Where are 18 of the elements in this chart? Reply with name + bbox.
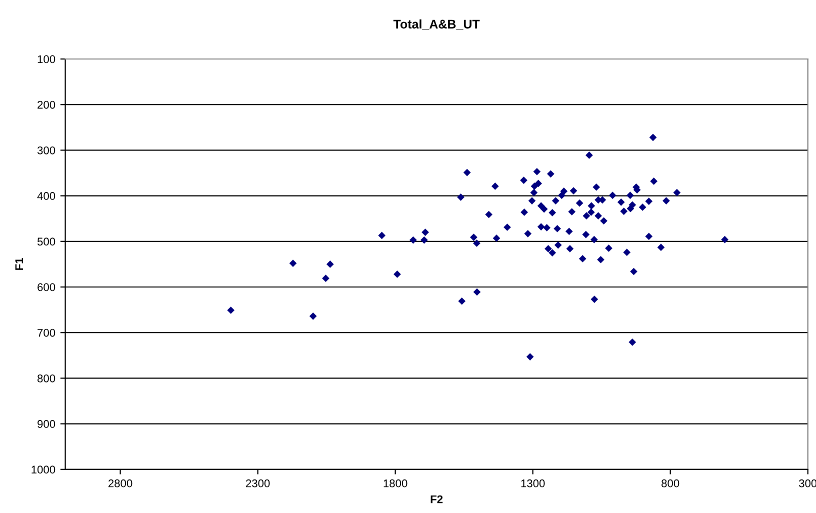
y-tick-label: 600 [38,283,56,292]
y-tick-label: 300 [37,146,56,154]
y-tick-label: 500 [37,238,56,246]
y-tick-label: 900 [38,420,56,428]
y-tick-label: 400 [37,192,56,200]
x-tick-label: 1300 [521,479,545,488]
x-tick-label: 2800 [108,479,132,488]
x-tick-label: 2300 [246,479,270,488]
y-tick-label: 700 [38,328,56,337]
y-axis-title: F1 [15,258,23,270]
y-tick-label: 800 [38,374,56,382]
y-tick-label: 200 [38,100,56,109]
x-axis-title: F2 [430,495,443,504]
y-tick-label: 100 [38,55,56,64]
x-tick-label: 800 [662,479,680,488]
y-tick-label: 1000 [32,466,56,474]
x-tick-label: 1800 [384,479,408,488]
chart-title: Total_A&B_UT [393,19,480,30]
